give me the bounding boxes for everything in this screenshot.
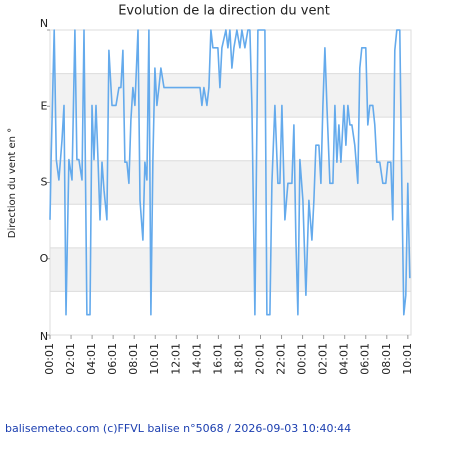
x-tick-label: 10:01 (401, 343, 414, 375)
y-tick-label: S (41, 176, 48, 189)
band (50, 160, 411, 205)
x-tick-label: 08:01 (380, 343, 393, 375)
y-tick-label: N (40, 17, 48, 30)
x-tick-label: 00:01 (296, 343, 309, 375)
x-tick-label: 18:01 (232, 343, 245, 375)
x-tick-label: 00:01 (43, 343, 56, 375)
x-tick-label: 10:01 (148, 343, 161, 375)
y-tick-label: O (40, 252, 49, 265)
x-tick-label: 22:01 (275, 343, 288, 375)
footer: balisemeteo.com (c)FFVL balise n°5068 / … (5, 422, 351, 435)
band (50, 247, 411, 292)
x-tick-label: 20:01 (253, 343, 266, 375)
x-tick-label: 02:01 (64, 343, 77, 375)
x-tick-label: 06:01 (359, 343, 372, 375)
x-tick-label: 04:01 (85, 343, 98, 375)
chart-title: Evolution de la direction du vent (118, 4, 330, 19)
y-tick-label: E (41, 99, 48, 112)
y-axis-label: Direction du vent en ° (7, 128, 18, 238)
line (49, 29, 411, 316)
x-tick-label: 16:01 (211, 343, 224, 375)
x-tick-label: 12:01 (169, 343, 182, 375)
x-tick-label: 08:01 (127, 343, 140, 375)
x-tick-label: 14:01 (190, 343, 203, 375)
x-tick-label: 02:01 (317, 343, 330, 375)
y-tick-label: N (40, 330, 48, 343)
x-tick-label: 04:01 (338, 343, 351, 375)
band (50, 73, 411, 118)
x-tick-label: 06:01 (106, 343, 119, 375)
